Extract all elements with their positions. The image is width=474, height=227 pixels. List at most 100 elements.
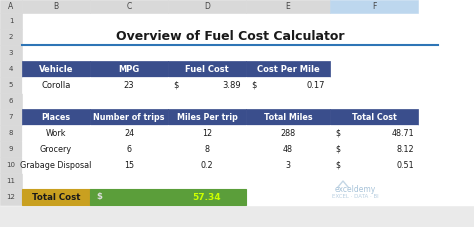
Bar <box>22 77 90 93</box>
Text: 3.89: 3.89 <box>222 81 241 89</box>
Bar <box>168 77 246 93</box>
Text: 4: 4 <box>9 66 13 72</box>
Bar <box>246 77 330 93</box>
Bar <box>330 141 418 157</box>
Text: C: C <box>127 2 132 11</box>
Text: $: $ <box>335 145 340 153</box>
Bar <box>0 189 22 205</box>
Bar <box>22 93 90 109</box>
Text: EXCEL · DATA · BI: EXCEL · DATA · BI <box>332 193 378 198</box>
Bar <box>168 125 246 141</box>
Bar <box>168 61 246 77</box>
Text: 6: 6 <box>127 145 131 153</box>
Bar <box>0 157 22 173</box>
Bar <box>330 109 418 125</box>
Bar <box>90 157 168 173</box>
Text: exceldemy: exceldemy <box>334 185 375 193</box>
Text: $: $ <box>335 128 340 138</box>
Bar <box>330 189 418 205</box>
Bar <box>246 45 330 61</box>
Text: 10: 10 <box>7 162 16 168</box>
Text: $: $ <box>251 81 256 89</box>
Text: 12: 12 <box>202 128 212 138</box>
Text: F: F <box>372 2 376 11</box>
Bar <box>0 109 22 125</box>
Bar <box>0 173 22 189</box>
Text: Miles Per trip: Miles Per trip <box>176 113 237 121</box>
Bar <box>246 29 330 45</box>
Text: B: B <box>54 2 59 11</box>
Bar <box>330 173 418 189</box>
Bar <box>22 157 90 173</box>
Text: 0.17: 0.17 <box>307 81 325 89</box>
Bar <box>168 189 246 205</box>
Bar <box>330 157 418 173</box>
Bar <box>168 61 246 77</box>
Bar <box>246 189 330 205</box>
Bar <box>90 157 168 173</box>
Bar <box>90 125 168 141</box>
Text: 2: 2 <box>9 34 13 40</box>
Text: $: $ <box>335 160 340 170</box>
Text: 7: 7 <box>9 114 13 120</box>
Bar <box>168 45 246 61</box>
Text: 9: 9 <box>9 146 13 152</box>
Bar <box>90 61 168 77</box>
Bar <box>0 45 22 61</box>
Bar <box>246 141 330 157</box>
Bar <box>330 109 418 125</box>
Text: 5: 5 <box>9 82 13 88</box>
Bar <box>0 13 22 29</box>
Bar <box>246 125 330 141</box>
Bar <box>168 189 246 205</box>
Bar <box>90 29 168 45</box>
Text: 48.71: 48.71 <box>392 128 414 138</box>
Bar <box>168 0 246 13</box>
Bar <box>22 157 90 173</box>
Bar <box>330 125 418 141</box>
Bar <box>330 93 418 109</box>
Bar <box>22 141 90 157</box>
Bar <box>22 0 90 13</box>
Text: Total Cost: Total Cost <box>32 192 80 202</box>
Bar <box>330 125 418 141</box>
Bar <box>90 125 168 141</box>
Bar <box>22 29 90 45</box>
Bar <box>330 157 418 173</box>
Bar <box>90 93 168 109</box>
Bar <box>330 29 418 45</box>
Bar <box>0 141 22 157</box>
Text: Overview of Fuel Cost Calculator: Overview of Fuel Cost Calculator <box>116 30 344 44</box>
Bar <box>246 93 330 109</box>
Bar <box>246 109 330 125</box>
Text: $: $ <box>173 81 178 89</box>
Bar <box>246 157 330 173</box>
Bar <box>168 141 246 157</box>
Bar <box>90 173 168 189</box>
Bar <box>246 77 330 93</box>
Bar <box>90 77 168 93</box>
Bar <box>168 93 246 109</box>
Bar <box>168 125 246 141</box>
Bar <box>22 45 90 61</box>
Text: Corolla: Corolla <box>41 81 71 89</box>
Bar <box>90 109 168 125</box>
Text: A: A <box>9 2 14 11</box>
Bar <box>0 77 22 93</box>
Bar <box>330 141 418 157</box>
Bar <box>0 125 22 141</box>
Bar <box>330 45 418 61</box>
Bar <box>90 77 168 93</box>
Bar <box>168 109 246 125</box>
Text: 12: 12 <box>7 194 16 200</box>
Text: 15: 15 <box>124 160 134 170</box>
Bar <box>90 141 168 157</box>
Bar <box>246 173 330 189</box>
Text: Places: Places <box>41 113 71 121</box>
Bar <box>246 61 330 77</box>
Bar <box>22 109 90 125</box>
Text: Vehicle: Vehicle <box>39 64 73 74</box>
Bar <box>168 173 246 189</box>
Text: E: E <box>286 2 291 11</box>
Bar <box>90 0 168 13</box>
